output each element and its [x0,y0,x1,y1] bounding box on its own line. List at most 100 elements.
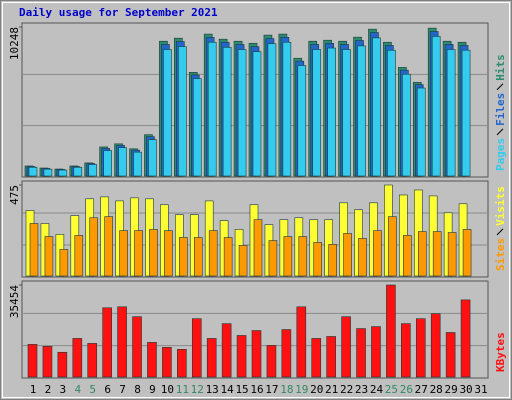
bar [266,345,277,378]
legend-label: Files [494,93,507,126]
bar [147,342,157,378]
bar [119,230,128,277]
x-tick-label: 22 [340,383,353,396]
bar [356,328,366,378]
x-tick-label: 20 [310,383,323,396]
bar [177,349,187,378]
bar [191,318,202,378]
legend-label: Hits [494,54,507,81]
bar [193,237,203,277]
bar [132,316,142,378]
bar [253,219,263,277]
x-tick-label: 3 [60,383,67,396]
x-tick-label: 24 [370,383,384,396]
bar [297,65,307,177]
bar [103,150,112,177]
plot: 10248PagesFilesHits475SitesVisits35454KB… [8,22,507,396]
bar [372,37,381,177]
x-tick-label: 18 [280,383,293,396]
bar [222,47,232,177]
x-tick-label: 13 [206,383,219,396]
bar [403,235,412,277]
bar [163,49,172,177]
bar [447,232,457,277]
x-tick-label: 4 [74,383,81,396]
bar [57,351,68,378]
legend-label: Visits [494,186,507,226]
bar [74,235,84,277]
bar [88,164,98,177]
x-tick-label: 31 [474,383,487,396]
legend-separator [496,128,504,136]
bar [102,307,112,378]
bar [343,233,352,277]
bar [446,49,456,177]
legend-label: Pages [494,138,507,171]
bar [445,332,456,378]
bar [431,36,441,177]
x-tick-label: 6 [104,383,111,396]
bar [341,316,351,378]
bar [207,41,217,177]
bar [89,217,99,277]
bar [267,43,277,177]
bar [358,238,367,277]
bar [221,323,232,378]
bar [298,236,308,277]
x-tick-label: 7 [119,383,126,396]
bar [164,230,173,277]
x-tick-label: 19 [295,383,308,396]
bar [251,330,262,378]
bar [206,338,217,378]
x-tick-label: 5 [89,383,96,396]
bar [252,51,262,177]
bar [134,230,143,277]
bar [283,236,293,277]
x-tick-label: 21 [325,383,338,396]
bar [373,230,382,277]
bar [27,344,38,378]
bar [208,230,218,277]
bar [162,347,172,378]
x-tick-label: 26 [400,383,413,396]
bar [281,329,292,378]
bar [59,249,69,277]
bar [462,229,472,277]
bar [432,231,442,277]
bar [402,73,411,177]
bar [87,343,98,378]
x-tick-label: 11 [176,383,189,396]
x-tick-label: 12 [191,383,204,396]
bar [29,223,39,277]
bar [117,306,127,378]
x-tick-label: 25 [385,383,398,396]
y-tick-label: 35454 [8,285,21,318]
bar [72,338,83,378]
bar [417,231,427,277]
y-tick-label: 10248 [8,27,21,60]
x-tick-label: 16 [250,383,263,396]
bar [118,147,127,177]
legend-label: KBytes [494,332,507,372]
bar [415,318,426,378]
bar [460,299,471,378]
bar [42,346,53,378]
x-tick-label: 1 [30,383,37,396]
x-tick-label: 27 [415,383,428,396]
bar [371,326,381,378]
bar [312,49,322,177]
bar [416,87,426,177]
bar [133,151,142,177]
x-tick-label: 29 [445,383,458,396]
bar [192,78,202,177]
bar [401,323,411,378]
bar [178,46,187,177]
x-tick-label: 10 [161,383,174,396]
bar [73,166,83,177]
bar [58,169,68,177]
bar [430,313,441,378]
bar [327,47,336,177]
bar [313,242,323,277]
